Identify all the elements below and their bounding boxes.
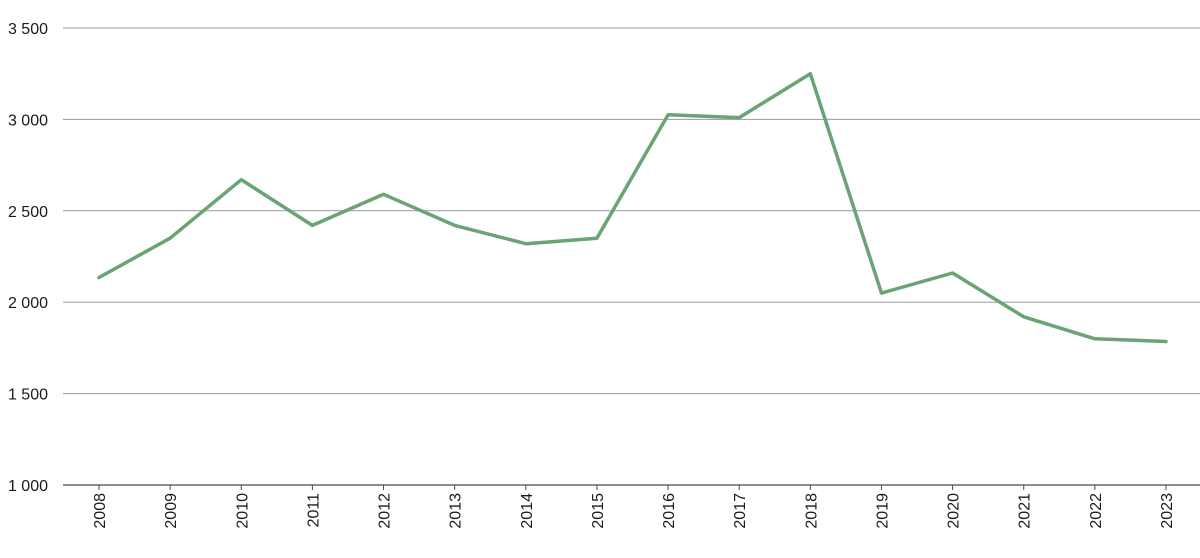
y-tick-label: 3 000: [8, 112, 48, 129]
gridlines: [63, 27, 1200, 486]
x-tick-label: 2019: [874, 493, 891, 529]
x-tick-label: 2016: [661, 493, 678, 529]
y-tick-label: 1 500: [8, 387, 48, 404]
x-tick-label: 2011: [305, 493, 322, 528]
x-tick-label: 2010: [234, 493, 251, 529]
x-tick-label: 2018: [803, 493, 820, 529]
x-tick-label: 2022: [1088, 493, 1105, 529]
x-tick-label: 2023: [1159, 493, 1176, 529]
x-axis-tick-labels: 2008 2009 2010 2011 2012 2013 2014 2015 2016 2017…: [92, 485, 1176, 529]
y-tick-label: 1 000: [8, 478, 48, 495]
x-tick-label: 2020: [946, 493, 963, 529]
x-tick-label: 2015: [590, 493, 607, 529]
x-tick-label: 2021: [1017, 493, 1034, 529]
x-tick-label: 2014: [519, 493, 536, 529]
y-tick-label: 2 500: [8, 204, 48, 221]
x-tick-label: 2012: [377, 493, 394, 529]
x-tick-label: 2008: [92, 493, 109, 529]
series-line-0: [97, 71, 1168, 344]
x-tick-label: 2017: [732, 493, 749, 529]
x-tick-label: 2009: [163, 493, 180, 529]
x-tick-label: 2013: [448, 493, 465, 529]
y-axis-tick-labels: 1 000 1 500 2 000 2 500 3 000 3 500: [8, 21, 48, 495]
y-tick-label: 3 500: [8, 21, 48, 38]
y-tick-label: 2 000: [8, 295, 48, 312]
series-layer: [97, 71, 1168, 344]
